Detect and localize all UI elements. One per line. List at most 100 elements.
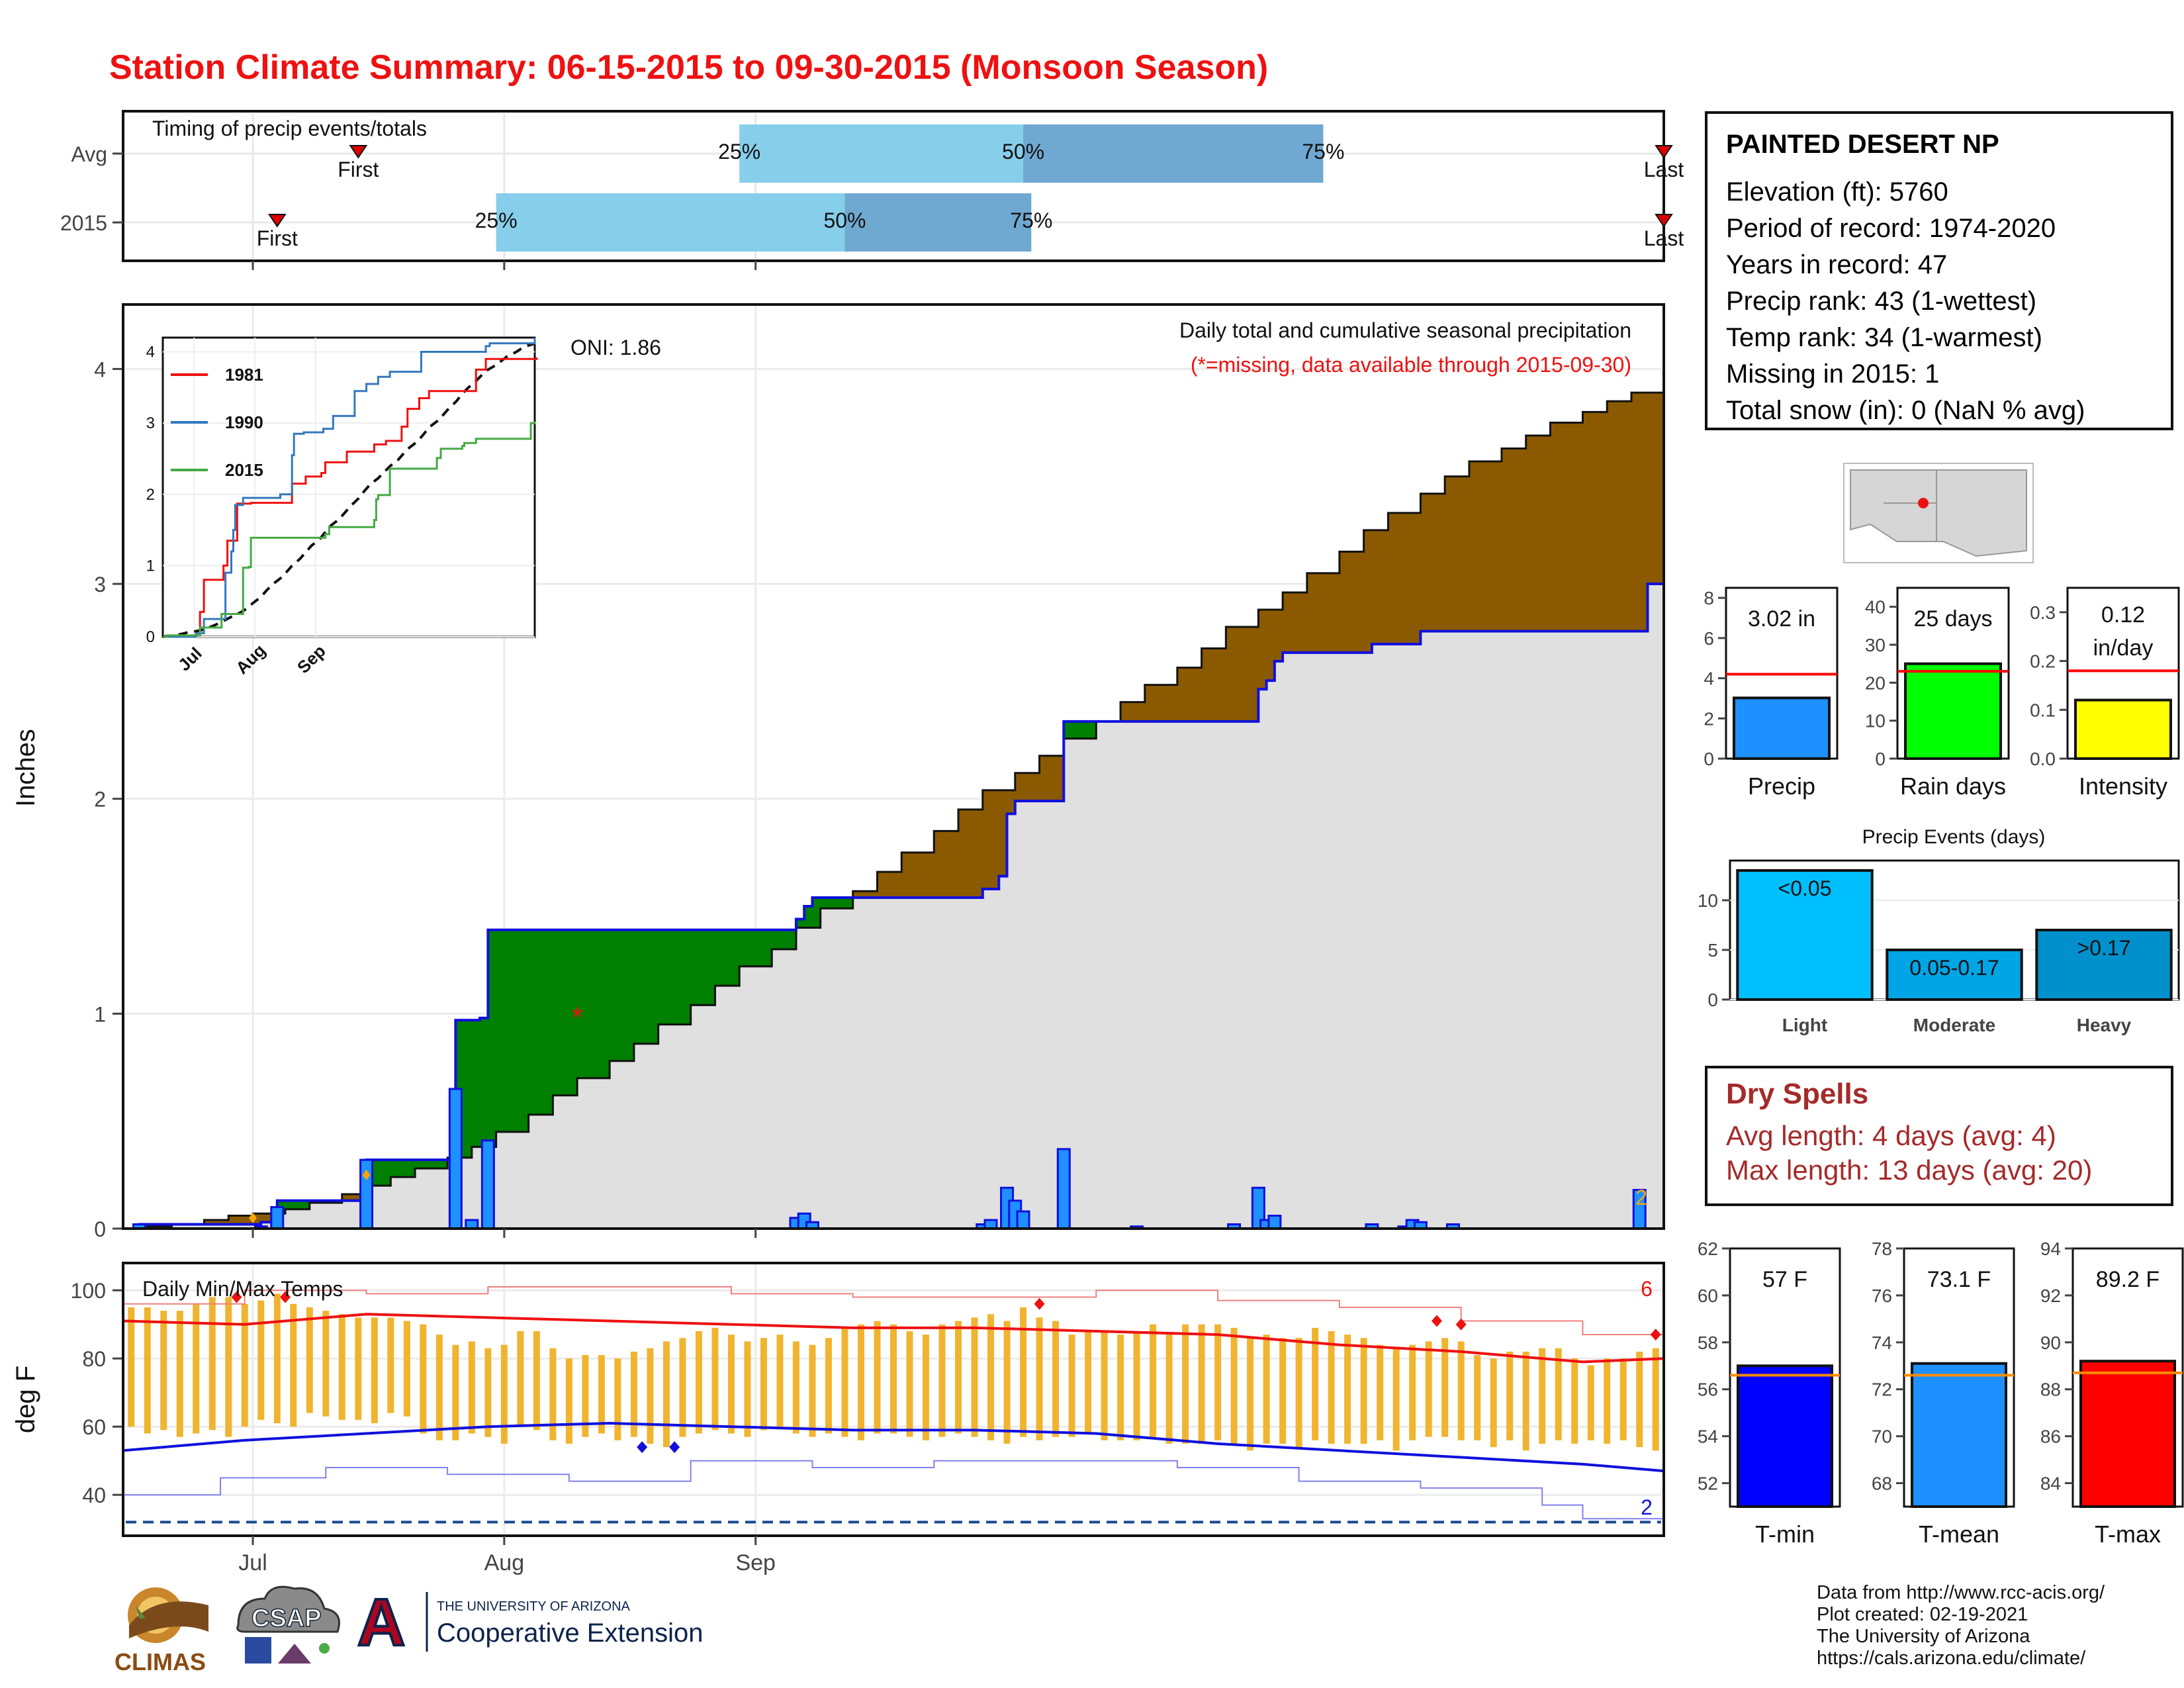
inset-series-line [163,421,536,638]
record-high-marker [1431,1315,1442,1327]
wetter-than-avg-area [520,929,529,1132]
wetter-than-avg-area [463,1020,473,1158]
drier-than-avg-area [1185,667,1194,722]
timing-first-marker [267,214,287,228]
drier-than-avg-area [1420,493,1430,632]
events-title: Precip Events (days) [1862,826,2046,848]
daily-temp-bar [1522,1351,1529,1451]
wetter-than-avg-area [415,1160,424,1169]
tmax-total-ytick-label: 92 [2040,1286,2061,1306]
daily-temp-bar [1441,1338,1449,1437]
daily-temp-bar [517,1331,524,1427]
drier-than-avg-area [1153,684,1161,722]
map-region [1850,469,2027,557]
record-high-marker [231,1291,242,1303]
tmean-total-ytick-label: 78 [1872,1239,1892,1259]
drier-than-avg-area [1461,476,1470,632]
timing-first-label: First [257,226,298,250]
drier-than-avg-area [934,831,943,898]
drier-than-avg-area [893,872,902,898]
daily-temp-bar [1165,1335,1173,1444]
temp-ytick-label: 100 [71,1279,106,1303]
temp-panel-frame [122,1262,1665,1537]
drier-than-avg-area [1258,610,1267,690]
drier-than-avg-area [1218,648,1226,722]
daily-temp-bar [452,1344,459,1440]
daily-precip-bar [1267,1215,1282,1230]
tmean-total-ytick-label: 68 [1872,1474,1892,1494]
wetter-than-avg-area [780,929,789,949]
temp-xtick-label: Aug [484,1550,525,1575]
wetter-than-avg-area [431,1160,440,1169]
daily-temp-bar [338,1314,345,1420]
drier-than-avg-area [1518,448,1527,632]
wetter-than-avg-area [772,929,780,949]
wetter-than-avg-area [398,1160,408,1178]
daily-temp-bar [874,1321,881,1434]
drier-than-avg-area [1023,773,1032,801]
inset-series-line [163,338,536,638]
footer-line: The University of Arizona [1817,1626,2030,1647]
drier-than-avg-area [877,872,886,898]
wetter-than-avg-area [739,929,748,966]
daily-temp-bar [647,1348,654,1444]
inset-ytick-label: 0 [146,628,155,646]
wetter-than-avg-area [837,898,845,909]
drier-than-avg-area [1607,401,1615,632]
temp-title: Daily Min/Max Temps [142,1277,343,1301]
events-bar [1886,949,2023,1001]
tmean-total-value-label: 73.1 F [1927,1267,1991,1292]
daily-temp-bar [565,1358,572,1444]
station-period: Period of record: 1974-2020 [1726,214,2056,243]
daily-temp-bar [128,1307,135,1427]
daily-temp-bar [744,1341,751,1437]
logo-strip: CLIMAS CSAP A THE UNIVERSITY OF ARIZONA … [109,1579,745,1681]
temp-label-lo: 2 [1641,1495,1653,1519]
wetter-than-avg-area [666,929,675,1025]
daily-temp-bar [1036,1317,1043,1440]
drier-than-avg-area [1339,551,1348,653]
drier-than-avg-area [950,831,959,898]
events-value-label: >0.17 [2077,936,2131,960]
daily-temp-bar [387,1317,394,1413]
drier-than-avg-area [1047,755,1056,801]
csap-text: CSAP [251,1605,322,1632]
intensity-bar [2074,698,2172,760]
drier-than-avg-area [1331,573,1340,653]
ua-logo: A THE UNIVERSITY OF ARIZONA Cooperative … [354,1584,703,1661]
rain-days-bar [1904,662,2002,761]
daily-temp-bar [1555,1348,1562,1440]
precip-total-value-label: 3.02 in [1748,606,1815,632]
precip-total-ytick-label: 6 [1704,628,1714,649]
csap-logo: CSAP [236,1585,340,1664]
daily-temp-bar [176,1311,183,1437]
wetter-than-avg-area [642,929,651,1044]
precip-ytick-label: 2 [94,788,106,812]
daily-temp-bar [890,1324,897,1434]
precip-title: Daily total and cumulative seasonal prec… [1179,318,1631,342]
daily-temp-bar [1068,1335,1075,1437]
drier-than-avg-area [261,1213,270,1223]
daily-temp-bar [857,1324,864,1440]
tmax-total-ytick-label: 86 [2040,1427,2061,1447]
rain-days-value-label: 25 days [1913,606,1992,632]
timing-q50-label: 50% [823,209,866,232]
tmax-total-value-label: 89.2 F [2096,1267,2160,1292]
wetter-than-avg-area [488,929,497,1147]
timing-last-label: Last [1644,226,1684,250]
drier-than-avg-area [958,809,967,898]
events-ytick-label: 5 [1707,940,1718,961]
record-high-marker [1034,1297,1045,1310]
events-category-label: Light [1782,1015,1827,1035]
daily-temp-bar [1360,1338,1367,1444]
temp-ytick-label: 60 [82,1415,106,1439]
daily-temp-bar [371,1317,378,1424]
tmin-total-ytick-label: 56 [1698,1380,1718,1400]
wetter-than-avg-area [788,929,797,949]
drier-than-avg-area [926,852,934,898]
daily-temp-bar [273,1293,281,1424]
wetter-than-avg-area [285,1200,294,1209]
daily-temp-bar [144,1307,151,1434]
temp-ytick-label: 40 [82,1483,106,1507]
